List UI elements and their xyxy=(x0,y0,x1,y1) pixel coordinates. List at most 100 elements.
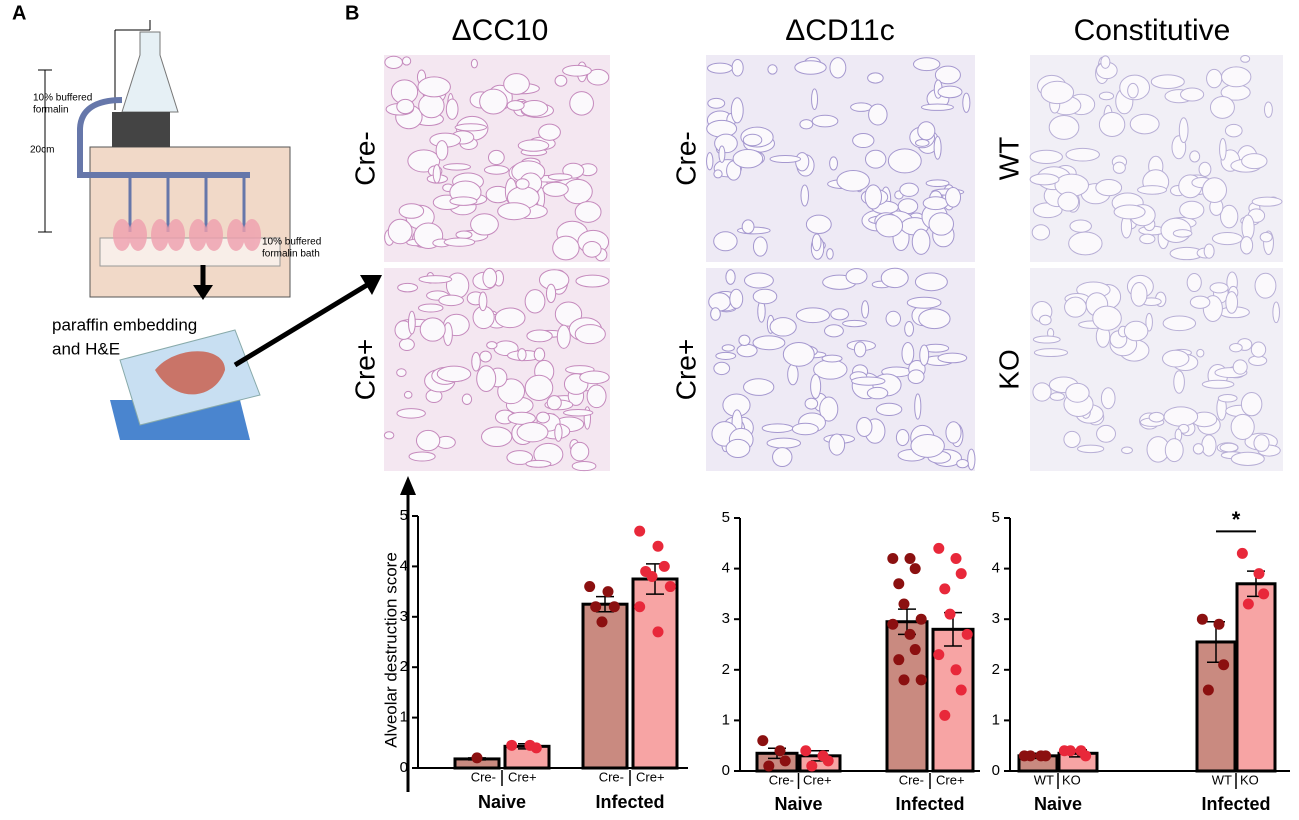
alveolus xyxy=(769,155,802,164)
alveolus xyxy=(586,68,610,86)
scale-bar xyxy=(114,20,151,110)
y-tick-label: 0 xyxy=(722,762,730,779)
alveolus xyxy=(545,283,557,304)
alveolus xyxy=(1096,424,1116,443)
lungs xyxy=(128,175,246,232)
alveolus xyxy=(524,289,546,314)
alveolus xyxy=(1137,185,1168,195)
alveolus xyxy=(804,397,819,410)
alveolus xyxy=(1064,296,1087,318)
alveolus xyxy=(1230,413,1255,441)
data-point xyxy=(887,552,899,564)
stand xyxy=(112,112,170,147)
alveolus xyxy=(867,72,884,84)
alveolus xyxy=(1201,379,1235,389)
process-label: paraffin embedding xyxy=(52,315,197,334)
alveolus xyxy=(417,303,444,313)
alveolus xyxy=(895,428,910,447)
alveolus xyxy=(1148,411,1165,423)
data-point xyxy=(1202,684,1214,696)
alveolus xyxy=(570,441,590,462)
alveolus xyxy=(1250,341,1267,358)
alveolus xyxy=(725,438,751,459)
alveolus xyxy=(562,64,592,77)
data-point xyxy=(915,613,927,625)
alveolus xyxy=(810,373,822,399)
alveolus xyxy=(520,100,549,117)
alveolus xyxy=(721,344,735,352)
alveolus xyxy=(503,73,530,95)
alveolus xyxy=(713,361,731,376)
alveolus xyxy=(546,395,562,411)
alveolus xyxy=(478,291,488,312)
alveolus xyxy=(494,307,526,329)
flask xyxy=(121,31,179,113)
alveolus xyxy=(828,433,846,456)
alveolus xyxy=(1069,219,1092,233)
alveolus xyxy=(845,268,868,285)
data-point xyxy=(939,583,951,595)
alveolus xyxy=(1173,370,1185,394)
y-tick-label: 2 xyxy=(992,661,1000,678)
alveolus xyxy=(1038,314,1052,326)
alveolus xyxy=(1065,147,1100,162)
x-tick-label: WT xyxy=(1212,772,1232,787)
alveolus xyxy=(1178,117,1189,144)
alveolus xyxy=(417,76,451,98)
x-tick-label: Cre+ xyxy=(803,772,832,787)
data-point xyxy=(806,760,818,772)
alveolus xyxy=(1098,91,1115,101)
y-tick-label: 0 xyxy=(992,762,1000,779)
alveolus xyxy=(868,103,888,126)
alveolus xyxy=(461,393,473,405)
alveolus xyxy=(516,421,549,443)
alveolus xyxy=(1164,438,1184,463)
alveolus xyxy=(445,272,470,299)
data-point xyxy=(909,563,921,575)
alveolus xyxy=(910,433,945,458)
alveolus xyxy=(1150,74,1185,90)
alveolus xyxy=(383,431,395,440)
significance-label: * xyxy=(1232,507,1241,532)
alveolus xyxy=(937,352,968,364)
alveolus xyxy=(1112,161,1126,174)
data-point xyxy=(757,735,769,747)
alveolus xyxy=(707,97,726,109)
alveolus xyxy=(507,411,536,425)
alveolus xyxy=(408,451,436,462)
alveolus xyxy=(1219,137,1227,161)
alveolus xyxy=(454,123,488,132)
row-label: KO xyxy=(993,349,1024,389)
flask-label: 10% buffered xyxy=(33,93,92,104)
data-point xyxy=(602,586,614,598)
alveolus xyxy=(967,448,976,471)
alveolus xyxy=(1033,348,1069,357)
alveolus xyxy=(517,139,550,152)
x-tick-label: KO xyxy=(1062,772,1081,787)
alveolus xyxy=(1230,451,1265,466)
alveolus xyxy=(811,88,819,111)
histology-image xyxy=(706,267,976,471)
alveolus xyxy=(1221,66,1252,88)
alveolus xyxy=(1029,149,1063,165)
flask-label: formalin xyxy=(33,105,69,116)
bar xyxy=(581,602,629,770)
alveolus xyxy=(1098,111,1126,138)
y-tick-label: 5 xyxy=(722,509,730,526)
data-point xyxy=(652,540,664,552)
alveolus xyxy=(403,390,413,399)
alveolus xyxy=(1179,200,1205,220)
alveolus xyxy=(707,62,733,74)
y-tick-label: 5 xyxy=(992,509,1000,526)
alveolus xyxy=(1240,236,1254,255)
panel-label: A xyxy=(12,2,26,24)
alveolus xyxy=(800,184,810,207)
histology-image xyxy=(1030,268,1283,471)
alveolus xyxy=(1232,359,1248,375)
alveolus xyxy=(787,363,799,386)
alveolus xyxy=(729,288,744,309)
data-point xyxy=(1080,750,1092,762)
alveolus xyxy=(830,308,850,321)
alveolus xyxy=(1040,80,1075,105)
bar xyxy=(1235,582,1277,773)
